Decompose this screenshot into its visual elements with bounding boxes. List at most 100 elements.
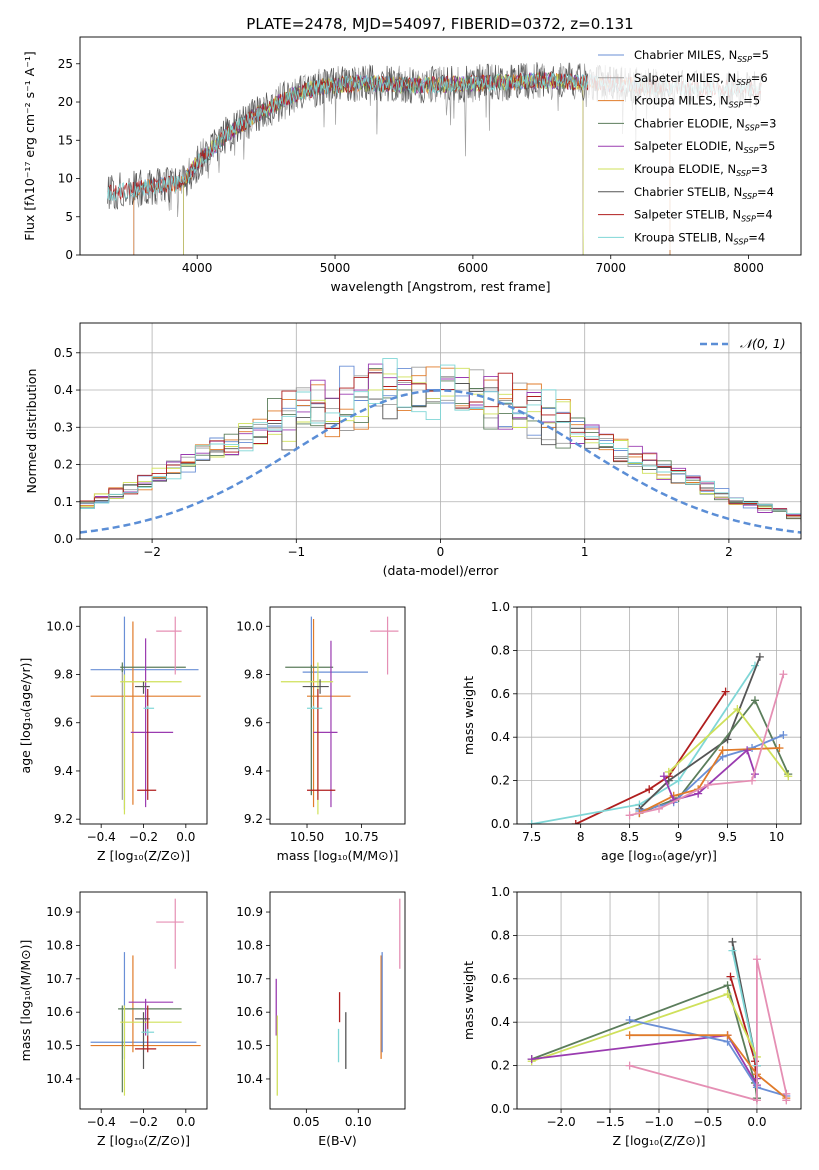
x-tick-label: 0.0 bbox=[747, 1115, 766, 1129]
y-tick-label: 9.2 bbox=[244, 812, 263, 826]
y-tick-label: 10.5 bbox=[46, 1039, 73, 1053]
y-tick-label: 0.3 bbox=[54, 420, 73, 434]
y-tick-label: 0.5 bbox=[54, 346, 73, 360]
mass-weight-lines bbox=[527, 937, 791, 1105]
legend-label: 𝒩(0, 1) bbox=[740, 336, 786, 351]
errorbar-point bbox=[90, 616, 199, 810]
mass-weight-series-line bbox=[629, 1034, 787, 1099]
y-axis-label: mass [log₁₀(M/M⊙)] bbox=[18, 940, 33, 1062]
errorbar-point bbox=[280, 662, 334, 815]
mass-weight-marker bbox=[723, 1031, 732, 1040]
residual-histogram-series bbox=[80, 365, 801, 518]
residual-histogram-series bbox=[80, 366, 801, 519]
legend-label: Kroupa MILES, NSSP=5 bbox=[634, 94, 760, 110]
y-tick-label: 0.0 bbox=[491, 1102, 510, 1116]
mass-weight-series-line bbox=[638, 656, 761, 810]
axes-layer: −2 −1 0 1 2 0.0 0.1 0.2 0.3 0.4 0.5 (data-model)/er… bbox=[24, 322, 802, 578]
mass-weight-marker bbox=[748, 776, 757, 785]
x-axis-label: Z [log₁₀(Z/Z⊙)] bbox=[97, 1133, 190, 1148]
mass-weight-series-line bbox=[639, 698, 790, 814]
y-tick-label: 0.0 bbox=[491, 817, 510, 831]
y-tick-label: 0.2 bbox=[491, 1059, 510, 1073]
y-tick-label: 10.0 bbox=[236, 619, 263, 633]
mass-weight-marker bbox=[645, 785, 654, 794]
errorbar-point bbox=[90, 955, 201, 1053]
y-tick-label: 10.0 bbox=[46, 619, 73, 633]
y-tick-label: 9.8 bbox=[54, 668, 73, 682]
mass-weight-marker bbox=[721, 687, 730, 696]
errorbar-point bbox=[120, 662, 186, 673]
x-tick-label: −1.0 bbox=[644, 1115, 673, 1129]
y-tick-label: 0 bbox=[65, 248, 73, 262]
x-tick-label: 10.50 bbox=[290, 830, 324, 844]
x-axis-label: age [log₁₀(age/yr)] bbox=[601, 848, 717, 863]
axes-layer: 4000 5000 6000 7000 8000 0 5 10 15 20 25 wavelength… bbox=[22, 36, 802, 294]
axes-layer: −0.4 −0.2 0.0 9.2 9.4 9.6 9.8 10.0 Z [log₁₀(Z/Z⊙… bbox=[18, 606, 208, 863]
residual-legend: 𝒩(0, 1) bbox=[700, 336, 786, 351]
x-tick-label: 0.05 bbox=[293, 1115, 320, 1129]
y-tick-label: 9.6 bbox=[54, 716, 73, 730]
errorbar-point bbox=[307, 688, 336, 800]
y-tick-label: 9.8 bbox=[244, 668, 263, 682]
y-tick-label: 9.2 bbox=[54, 812, 73, 826]
errorbar-points bbox=[90, 616, 201, 815]
plot-layer bbox=[90, 616, 201, 815]
residual-histogram-series bbox=[80, 376, 801, 522]
y-axis-label: mass weight bbox=[461, 961, 476, 1040]
mass-weight-marker bbox=[750, 696, 759, 705]
errorbar-point bbox=[135, 681, 150, 694]
mass-weight-marker bbox=[723, 989, 732, 998]
x-tick-label: 8000 bbox=[733, 261, 764, 275]
legend-label: Chabrier ELODIE, NSSP=3 bbox=[634, 116, 776, 132]
mass-weight-marker bbox=[655, 804, 663, 813]
errorbar-point bbox=[307, 705, 323, 709]
plot-layer bbox=[275, 898, 401, 1096]
spectrum-legend: Chabrier MILES, NSSP=5 Salpeter MILES, NS… bbox=[588, 42, 796, 250]
errorbar-point bbox=[120, 674, 182, 815]
errorbar-points bbox=[90, 898, 201, 1096]
residual-histogram-series bbox=[80, 367, 801, 520]
mass-weight-marker bbox=[752, 1096, 761, 1105]
x-tick-label: 0.0 bbox=[176, 830, 195, 844]
y-tick-label: 10.5 bbox=[236, 1039, 263, 1053]
spectrum-series-line bbox=[183, 72, 584, 255]
mass-weight-vs-age-panel: 7.5 8 8.5 9 9.5 10 0.0 0.2 0.4 0.6 0.8 1.0 age [log₁… bbox=[461, 600, 802, 863]
mass-weight-marker bbox=[784, 772, 793, 781]
mass-weight-marker bbox=[733, 704, 742, 713]
mass-weight-marker bbox=[625, 1061, 634, 1070]
y-tick-label: 0.8 bbox=[491, 928, 510, 942]
y-tick-label: 10.9 bbox=[236, 905, 263, 919]
errorbar-points bbox=[280, 616, 399, 815]
plot-layer bbox=[280, 616, 399, 815]
mass-weight-marker bbox=[779, 670, 788, 679]
spectrum-series-line bbox=[183, 72, 584, 255]
mass-weight-marker bbox=[664, 767, 673, 776]
x-tick-label: 7.5 bbox=[522, 830, 541, 844]
y-tick-label: 0.4 bbox=[491, 1015, 510, 1029]
x-tick-label: 10 bbox=[769, 830, 784, 844]
x-tick-label: −0.2 bbox=[129, 830, 158, 844]
axes-frame bbox=[79, 36, 802, 256]
axes-frame bbox=[79, 606, 208, 825]
x-tick-label: 0.0 bbox=[176, 1115, 195, 1129]
plot-layer bbox=[80, 358, 801, 534]
mass-weight-series-line bbox=[575, 691, 727, 824]
errorbar-point bbox=[302, 679, 329, 694]
axes-frame bbox=[269, 891, 406, 1110]
y-tick-label: 9.6 bbox=[244, 716, 263, 730]
legend-label: Kroupa STELIB, NSSP=4 bbox=[634, 230, 765, 246]
legend-label: Chabrier MILES, NSSP=5 bbox=[634, 48, 769, 64]
mass-vs-metallicity-panel: −0.4 −0.2 0.0 10.4 10.5 10.6 10.7 10.8 10.9 Z [lo… bbox=[18, 891, 208, 1148]
mass-weight-marker bbox=[779, 731, 788, 740]
ebv-errorbars bbox=[275, 898, 401, 1096]
mass-weight-vs-metallicity-panel: −2.0 −1.5 −1.0 −0.5 0.0 0.0 0.2 0.4 0.6 0.8 1.0 Z [… bbox=[461, 885, 802, 1148]
mass-weight-marker bbox=[674, 776, 683, 785]
x-tick-label: 2 bbox=[725, 545, 733, 559]
y-tick-label: 10.9 bbox=[46, 905, 73, 919]
y-tick-label: 0.6 bbox=[491, 972, 510, 986]
mass-weight-marker bbox=[718, 746, 727, 755]
y-tick-label: 15 bbox=[58, 133, 73, 147]
y-tick-label: 0.2 bbox=[54, 458, 73, 472]
mass-weight-marker bbox=[752, 955, 761, 964]
